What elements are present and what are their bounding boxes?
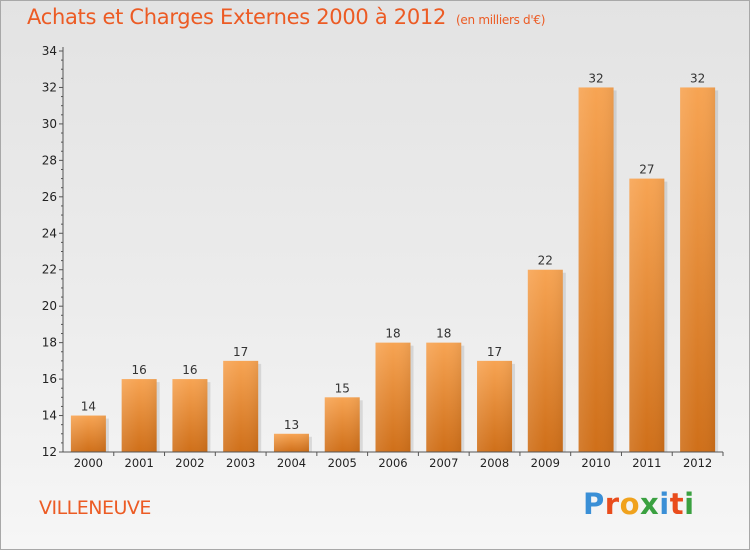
data-label: 32 <box>588 71 603 85</box>
chart-title-text: Achats et Charges Externes 2000 à 2012 <box>27 5 447 29</box>
y-tick-label: 26 <box>42 190 57 204</box>
y-tick-label: 12 <box>42 445 57 459</box>
bar-series: 14 16 16 17 13 15 18 18 17 22 32 27 32 <box>70 71 719 453</box>
x-tick-label: 2008 <box>480 456 509 470</box>
x-tick-label: 2004 <box>277 456 306 470</box>
x-tick-label: 2001 <box>125 456 154 470</box>
data-label: 22 <box>538 254 553 268</box>
data-label: 18 <box>385 327 400 341</box>
x-tick-label: 2009 <box>531 456 560 470</box>
data-label: 17 <box>233 345 248 359</box>
bar-highlight <box>324 397 360 452</box>
data-label: 15 <box>335 381 350 395</box>
data-label: 16 <box>182 363 197 377</box>
x-tick-label: 2005 <box>328 456 357 470</box>
logo-letter: P <box>583 487 605 521</box>
logo-letter: o <box>619 487 641 521</box>
logo-letter: r <box>604 487 620 521</box>
bar-highlight <box>223 360 259 452</box>
data-label: 27 <box>639 163 654 177</box>
logo-letter: t <box>669 487 685 521</box>
y-tick-label: 32 <box>42 80 57 94</box>
x-tick-label: 2010 <box>581 456 610 470</box>
chart-subtitle: (en milliers d'€) <box>456 13 546 27</box>
x-tick-label: 2011 <box>632 456 661 470</box>
bar-highlight <box>426 342 462 452</box>
y-tick-label: 34 <box>42 44 57 58</box>
x-tick-label: 2000 <box>74 456 103 470</box>
y-tick-label: 22 <box>42 263 57 277</box>
data-label: 18 <box>436 327 451 341</box>
chart-axes: 2000 2001 2002 2003 2004 2005 2006 2007 2008 2009… <box>42 44 724 470</box>
y-tick-label: 14 <box>42 409 57 423</box>
logo-letter: x <box>640 487 660 521</box>
y-tick-label: 24 <box>42 226 57 240</box>
x-tick-label: 2007 <box>429 456 458 470</box>
y-tick-label: 28 <box>42 153 57 167</box>
logo-letter: i <box>659 487 670 521</box>
chart-title: Achats et Charges Externes 2000 à 2012 (e… <box>27 5 545 29</box>
data-label: 32 <box>690 71 705 85</box>
proxiti-logo: Proxiti <box>583 487 695 521</box>
y-tick-label: 16 <box>42 372 57 386</box>
bar-highlight <box>70 415 106 452</box>
x-tick-label: 2003 <box>226 456 255 470</box>
logo-letter: i <box>684 487 695 521</box>
x-tick-label: 2006 <box>378 456 407 470</box>
y-tick-label: 30 <box>42 117 57 131</box>
bar-highlight <box>680 87 716 453</box>
y-tick-label: 20 <box>42 299 57 313</box>
bar-highlight <box>578 87 614 453</box>
data-label: 17 <box>487 345 502 359</box>
bar-highlight <box>375 342 411 452</box>
town-name: VILLENEUVE <box>39 497 151 519</box>
bar-highlight <box>477 360 513 452</box>
bar-highlight <box>121 379 157 452</box>
x-tick-label: 2002 <box>175 456 204 470</box>
data-label: 14 <box>81 400 96 414</box>
bar-highlight <box>629 178 665 452</box>
y-tick-label: 18 <box>42 336 57 350</box>
data-label: 13 <box>284 418 299 432</box>
bar-highlight <box>527 269 563 452</box>
x-tick-label: 2012 <box>683 456 712 470</box>
bar-highlight <box>273 433 309 452</box>
data-label: 16 <box>132 363 147 377</box>
bar-highlight <box>172 379 208 452</box>
